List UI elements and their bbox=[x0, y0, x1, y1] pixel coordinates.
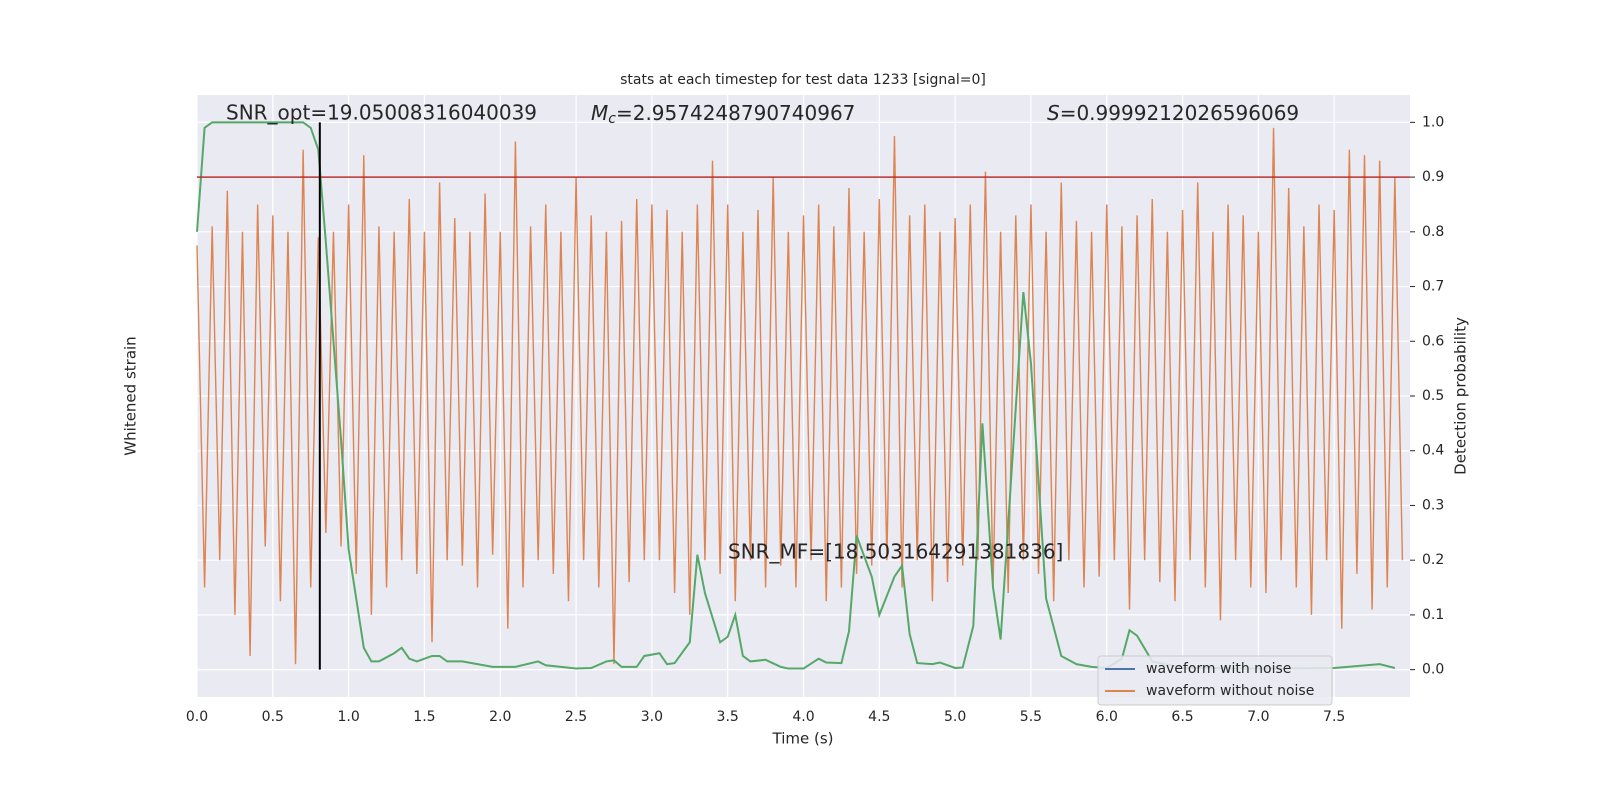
x-tick-label: 1.0 bbox=[337, 709, 359, 725]
y2-tick-label: 0.8 bbox=[1422, 224, 1444, 240]
annotation-symbol: S bbox=[1047, 101, 1060, 125]
x-tick-label: 6.0 bbox=[1096, 709, 1118, 725]
x-tick-label: 7.5 bbox=[1323, 709, 1345, 725]
x-tick-label: 4.5 bbox=[868, 709, 890, 725]
y2-tick-label: 0.3 bbox=[1422, 497, 1444, 513]
x-tick-label: 3.5 bbox=[717, 709, 739, 725]
y2-tick-label: 1.0 bbox=[1422, 114, 1444, 130]
legend-box bbox=[1097, 655, 1333, 706]
x-tick-label: 6.5 bbox=[1171, 709, 1193, 725]
x-tick-label: 3.0 bbox=[641, 709, 663, 725]
series-line bbox=[196, 121, 1396, 670]
x-tick-label: 2.5 bbox=[565, 709, 587, 725]
y2-tick-label: 0.7 bbox=[1422, 279, 1444, 295]
annotation-symbol: M bbox=[591, 101, 608, 125]
y2-axis-label: Detection probability bbox=[1452, 317, 1470, 475]
y2-tick-label: 0.9 bbox=[1422, 169, 1444, 185]
y2-tick-label: 0.0 bbox=[1422, 662, 1444, 678]
legend-label: waveform without noise bbox=[1146, 683, 1314, 699]
x-axis-label: Time (s) bbox=[772, 730, 834, 748]
x-tick-label: 2.0 bbox=[489, 709, 511, 725]
annotation: SNR_opt=19.05008316040039 bbox=[226, 101, 537, 125]
x-tick-label: 5.5 bbox=[1020, 709, 1042, 725]
y-axis-label: Whitened strain bbox=[122, 336, 140, 455]
x-tick-label: 4.0 bbox=[792, 709, 814, 725]
y2-tick-label: 0.4 bbox=[1422, 443, 1444, 459]
annotation: S=0.9999212026596069 bbox=[1047, 101, 1299, 125]
x-tick-label: 0.0 bbox=[186, 709, 208, 725]
x-tick-label: 7.0 bbox=[1247, 709, 1269, 725]
x-tick-label: 1.5 bbox=[413, 709, 435, 725]
chart-title: stats at each timestep for test data 123… bbox=[620, 72, 986, 88]
data-layer bbox=[196, 121, 1410, 670]
y2-tick-label: 0.6 bbox=[1422, 333, 1444, 349]
x-tick-label: 5.0 bbox=[944, 709, 966, 725]
annotation-text: =0.9999212026596069 bbox=[1060, 101, 1299, 125]
annotation-text: =2.9574248790740967 bbox=[616, 101, 855, 125]
legend-label: waveform with noise bbox=[1146, 661, 1291, 677]
y2-tick-label: 0.5 bbox=[1422, 388, 1444, 404]
annotation: Mc=2.9574248790740967 bbox=[591, 101, 855, 128]
annotation: SNR_MF=[18.503164291381836] bbox=[728, 540, 1063, 564]
series-line bbox=[196, 127, 1404, 665]
legend: waveform with noise waveform without nois… bbox=[1097, 655, 1333, 706]
annotation-subscript: c bbox=[608, 111, 616, 127]
y2-tick-label: 0.1 bbox=[1422, 607, 1444, 623]
x-tick-label: 0.5 bbox=[262, 709, 284, 725]
y2-tick-label: 0.2 bbox=[1422, 552, 1444, 568]
